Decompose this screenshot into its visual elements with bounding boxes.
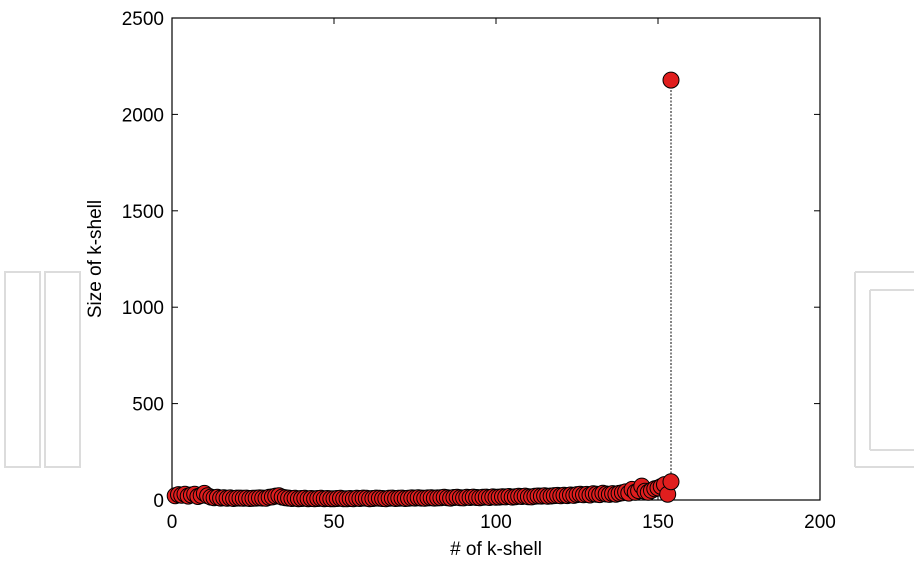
- x-tick-label: 50: [323, 512, 344, 533]
- y-tick-labels: 0 500 1000 1500 2000 2500: [122, 9, 164, 512]
- x-tick-label: 200: [804, 512, 836, 533]
- y-tick-label: 500: [132, 395, 164, 416]
- y-tick-label: 1000: [122, 298, 164, 319]
- y-tick-label: 1500: [122, 202, 164, 223]
- x-tick-labels: 0 50 100 150 200: [167, 512, 836, 533]
- watermark: [4, 271, 914, 468]
- x-tick-label: 0: [167, 512, 178, 533]
- data-point: [662, 71, 680, 89]
- x-axis-label: # of k-shell: [450, 539, 542, 560]
- y-tick-label: 0: [153, 491, 164, 512]
- y-tick-label: 2000: [122, 105, 164, 126]
- data-markers: [166, 71, 680, 508]
- x-tick-label: 150: [642, 512, 674, 533]
- plot-area: [171, 17, 821, 501]
- data-point: [662, 473, 680, 491]
- x-tick-label: 100: [480, 512, 512, 533]
- y-axis-label: Size of k-shell: [85, 200, 106, 318]
- y-tick-label: 2500: [122, 9, 164, 30]
